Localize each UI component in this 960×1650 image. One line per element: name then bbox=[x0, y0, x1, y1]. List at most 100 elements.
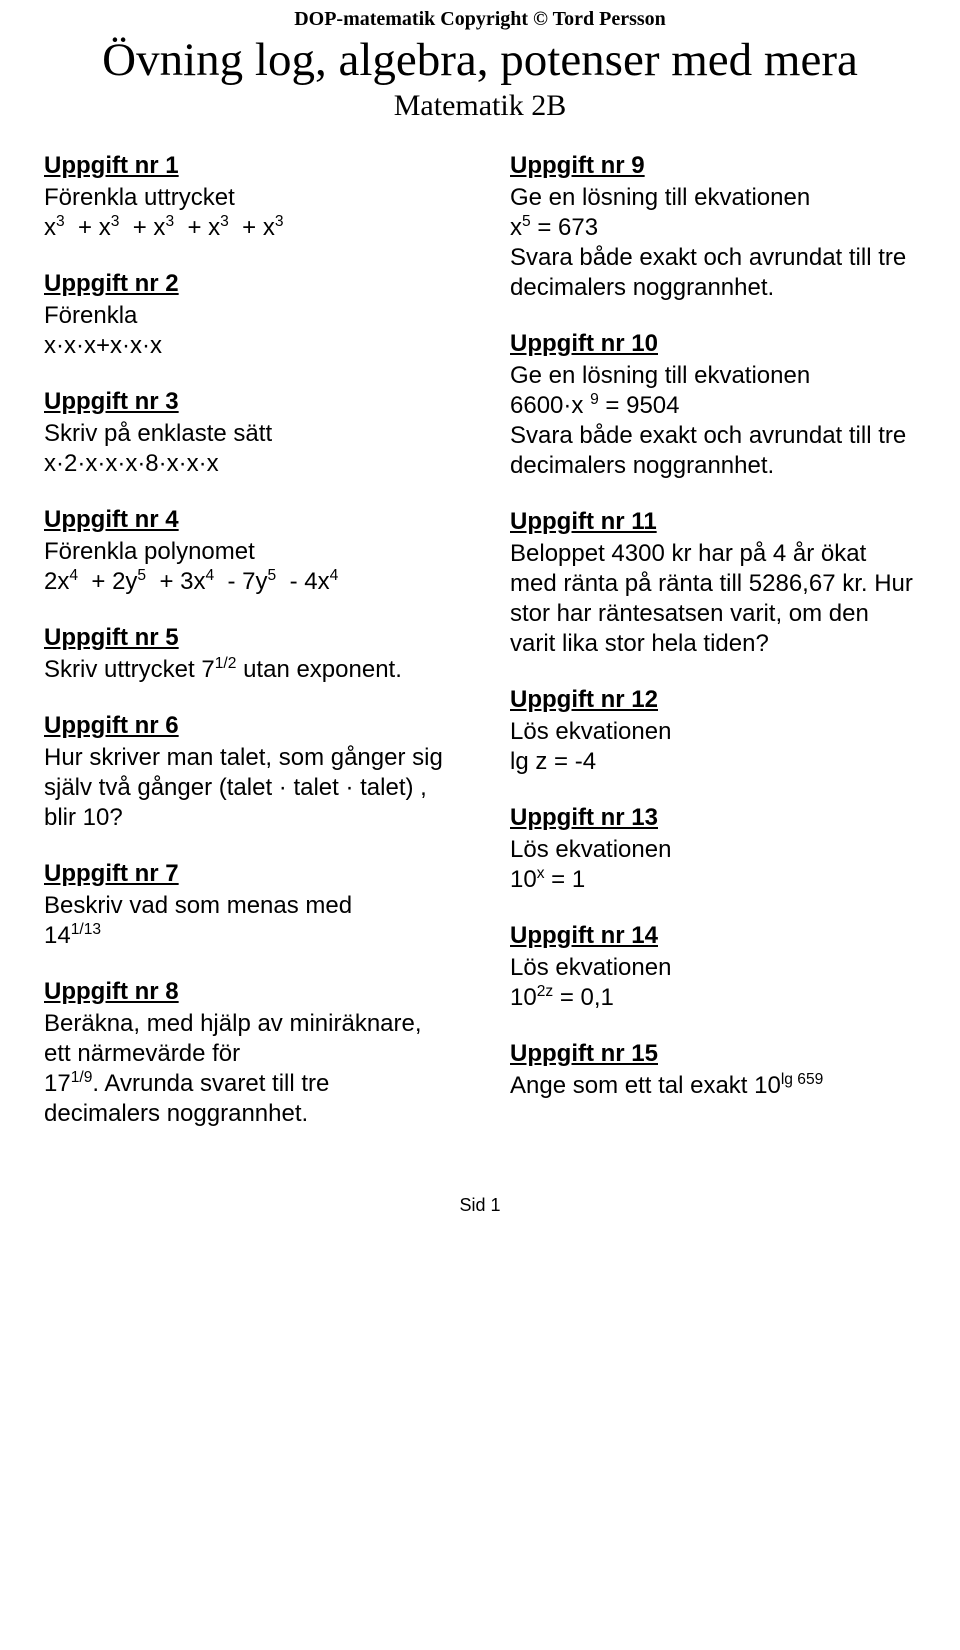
task-10: Uppgift nr 10 Ge en lösning till ekvatio… bbox=[510, 329, 916, 481]
text: x·2·x·x·x·8·x·x·x bbox=[44, 450, 219, 477]
text: = 673 bbox=[531, 214, 598, 241]
task-body: Förenkla polynomet 2x4 + 2y5 + 3x4 - 7y5… bbox=[44, 537, 450, 597]
exp: 5 bbox=[137, 567, 146, 584]
term: 2x bbox=[44, 568, 69, 595]
exp: 2z bbox=[537, 983, 553, 1000]
task-title: Uppgift nr 11 bbox=[510, 507, 916, 537]
task-1: Uppgift nr 1 Förenkla uttrycket x3 + x3 … bbox=[44, 151, 450, 243]
task-title: Uppgift nr 1 bbox=[44, 151, 450, 181]
task-body: Hur skriver man talet, som gånger sig sj… bbox=[44, 743, 450, 833]
text: Förenkla bbox=[44, 302, 137, 329]
exp: 3 bbox=[220, 213, 229, 230]
copyright-line: DOP-matematik Copyright © Tord Persson bbox=[44, 8, 916, 31]
task-title: Uppgift nr 5 bbox=[44, 623, 450, 653]
task-body: Lös ekvationen 102z = 0,1 bbox=[510, 953, 916, 1013]
task-6: Uppgift nr 6 Hur skriver man talet, som … bbox=[44, 711, 450, 833]
task-title: Uppgift nr 8 bbox=[44, 977, 450, 1007]
task-body: Lös ekvationen 10x = 1 bbox=[510, 835, 916, 895]
text: Lös ekvationen bbox=[510, 836, 671, 863]
text: Skriv uttrycket 7 bbox=[44, 656, 215, 683]
task-title: Uppgift nr 10 bbox=[510, 329, 916, 359]
exp: 9 bbox=[590, 391, 599, 408]
text: 17 bbox=[44, 1070, 71, 1097]
exp: 4 bbox=[330, 567, 339, 584]
task-13: Uppgift nr 13 Lös ekvationen 10x = 1 bbox=[510, 803, 916, 895]
text: = 9504 bbox=[599, 392, 680, 419]
text: x·x·x+x·x·x bbox=[44, 332, 162, 359]
task-5: Uppgift nr 5 Skriv uttrycket 71/2 utan e… bbox=[44, 623, 450, 685]
subtitle: Matematik 2B bbox=[44, 89, 916, 123]
task-15: Uppgift nr 15 Ange som ett tal exakt 10l… bbox=[510, 1039, 916, 1101]
term: - 7y bbox=[228, 568, 268, 595]
text: 10 bbox=[510, 866, 537, 893]
text: = 1 bbox=[545, 866, 586, 893]
exp: 5 bbox=[522, 213, 531, 230]
task-body: Ge en lösning till ekvationen x5 = 673 S… bbox=[510, 183, 916, 303]
exp: lg 659 bbox=[781, 1071, 824, 1088]
text: Beräkna, med hjälp av miniräknare, ett n… bbox=[44, 1010, 422, 1067]
exp: x bbox=[537, 865, 545, 882]
task-title: Uppgift nr 9 bbox=[510, 151, 916, 181]
task-body: Skriv uttrycket 71/2 utan exponent. bbox=[44, 655, 450, 685]
task-title: Uppgift nr 14 bbox=[510, 921, 916, 951]
text: Svara både exakt och avrundat till tre d… bbox=[510, 244, 906, 301]
text: Ge en lösning till ekvationen bbox=[510, 184, 810, 211]
text: = 0,1 bbox=[553, 984, 614, 1011]
text: 10 bbox=[510, 984, 537, 1011]
task-body: Skriv på enklaste sätt x·2·x·x·x·8·x·x·x bbox=[44, 419, 450, 479]
task-title: Uppgift nr 6 bbox=[44, 711, 450, 741]
task-title: Uppgift nr 13 bbox=[510, 803, 916, 833]
task-title: Uppgift nr 12 bbox=[510, 685, 916, 715]
task-body: Ge en lösning till ekvationen 6600·x 9 =… bbox=[510, 361, 916, 481]
text: utan exponent. bbox=[236, 656, 401, 683]
main-title: Övning log, algebra, potenser med mera bbox=[44, 33, 916, 87]
text: Ange som ett tal exakt 10 bbox=[510, 1072, 781, 1099]
task-11: Uppgift nr 11 Beloppet 4300 kr har på 4 … bbox=[510, 507, 916, 659]
task-body: Förenkla uttrycket x3 + x3 + x3 + x3 + x… bbox=[44, 183, 450, 243]
left-column: Uppgift nr 1 Förenkla uttrycket x3 + x3 … bbox=[44, 151, 450, 1155]
task-4: Uppgift nr 4 Förenkla polynomet 2x4 + 2y… bbox=[44, 505, 450, 597]
exp: 4 bbox=[205, 567, 214, 584]
task-7: Uppgift nr 7 Beskriv vad som menas med 1… bbox=[44, 859, 450, 951]
document-page: DOP-matematik Copyright © Tord Persson Ö… bbox=[0, 0, 960, 1256]
task-body: Förenkla x·x·x+x·x·x bbox=[44, 301, 450, 361]
two-column-layout: Uppgift nr 1 Förenkla uttrycket x3 + x3 … bbox=[44, 151, 916, 1155]
exp: 3 bbox=[165, 213, 174, 230]
exp: 3 bbox=[56, 213, 65, 230]
task-8: Uppgift nr 8 Beräkna, med hjälp av minir… bbox=[44, 977, 450, 1129]
right-column: Uppgift nr 9 Ge en lösning till ekvation… bbox=[510, 151, 916, 1155]
task-14: Uppgift nr 14 Lös ekvationen 102z = 0,1 bbox=[510, 921, 916, 1013]
task-body: Beloppet 4300 kr har på 4 år ökat med rä… bbox=[510, 539, 916, 659]
text: Ge en lösning till ekvationen bbox=[510, 362, 810, 389]
task-body: Ange som ett tal exakt 10lg 659 bbox=[510, 1071, 916, 1101]
task-title: Uppgift nr 4 bbox=[44, 505, 450, 535]
text: Förenkla polynomet bbox=[44, 538, 255, 565]
exp: 3 bbox=[111, 213, 120, 230]
base: 14 bbox=[44, 922, 71, 949]
exp: 1/2 bbox=[215, 655, 237, 672]
task-title: Uppgift nr 15 bbox=[510, 1039, 916, 1069]
task-title: Uppgift nr 2 bbox=[44, 269, 450, 299]
task-body: Beskriv vad som menas med 141/13 bbox=[44, 891, 450, 951]
text: x bbox=[510, 214, 522, 241]
exp: 1/13 bbox=[71, 921, 101, 938]
text: Lös ekvationen bbox=[510, 954, 671, 981]
text: lg z = -4 bbox=[510, 748, 596, 775]
exp: 1/9 bbox=[71, 1069, 93, 1086]
text: Beskriv vad som menas med bbox=[44, 892, 352, 919]
task-12: Uppgift nr 12 Lös ekvationen lg z = -4 bbox=[510, 685, 916, 777]
text: Skriv på enklaste sätt bbox=[44, 420, 272, 447]
text: Förenkla uttrycket bbox=[44, 184, 235, 211]
task-2: Uppgift nr 2 Förenkla x·x·x+x·x·x bbox=[44, 269, 450, 361]
exp: 4 bbox=[69, 567, 78, 584]
task-title: Uppgift nr 3 bbox=[44, 387, 450, 417]
term: + 3x bbox=[159, 568, 205, 595]
task-9: Uppgift nr 9 Ge en lösning till ekvation… bbox=[510, 151, 916, 303]
text: Lös ekvationen bbox=[510, 718, 671, 745]
page-number: Sid 1 bbox=[44, 1195, 916, 1216]
task-3: Uppgift nr 3 Skriv på enklaste sätt x·2·… bbox=[44, 387, 450, 479]
exp: 5 bbox=[268, 567, 277, 584]
term: + 2y bbox=[91, 568, 137, 595]
exp: 3 bbox=[275, 213, 284, 230]
term: - 4x bbox=[290, 568, 330, 595]
